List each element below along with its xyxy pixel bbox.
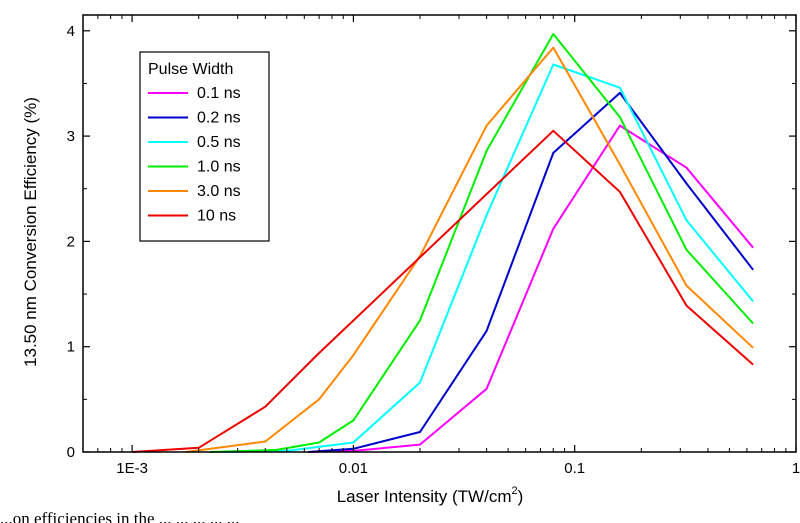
series-line-0-5-ns [220,63,754,453]
x-tick-label: 0.1 [564,460,585,477]
legend-items: 0.1 ns 0.2 ns 0.5 ns 1.0 ns 3.0 ns 10 ns [148,85,241,225]
x-tick-label: 0.01 [339,460,368,477]
y-tick-label: 1 [67,339,75,356]
y-tick-label: 3 [67,128,75,145]
x-tick-label: 1 [792,460,800,477]
y-axis-title: 13.50 nm Conversion Efficiency (%) [21,97,40,367]
legend-label: 0.2 ns [197,110,241,127]
series-line-0-1-ns [308,124,754,453]
series-layer [132,33,754,453]
series-line-0-2-ns [308,91,754,453]
legend-label: 0.1 ns [197,85,241,102]
y-tick-label: 4 [67,23,75,40]
legend-label: 10 ns [197,208,236,225]
series-line-3-0-ns [185,46,754,453]
x-axis-title-end: ) [518,487,524,506]
x-axis-title-superscript: 2 [511,485,517,497]
x-axis-title: Laser Intensity (TW/cm2) [337,485,524,506]
series-line-10-ns [132,129,754,453]
legend-box [139,51,270,242]
figure-caption: ...on efficiencies in the ... ... ... ..… [0,509,240,523]
legend: Pulse Width 0.1 ns 0.2 ns 0.5 ns 1.0 ns 3.0 … [139,51,270,242]
legend-label: 1.0 ns [197,159,241,176]
legend-title: Pulse Width [148,61,233,78]
legend-label: 3.0 ns [197,183,241,200]
series-line-1-0-ns [209,33,754,453]
y-tick-label: 2 [67,233,75,250]
ticks-layer: 0 1 2 3 4 1E-3 0.01 0.1 1 [67,15,800,477]
plot-area-frame [82,14,797,453]
x-tick-label: 1E-3 [116,460,148,477]
legend-label: 0.5 ns [197,134,241,151]
y-tick-label: 0 [67,444,75,461]
x-axis-title-main: Laser Intensity (TW/cm [337,487,512,506]
